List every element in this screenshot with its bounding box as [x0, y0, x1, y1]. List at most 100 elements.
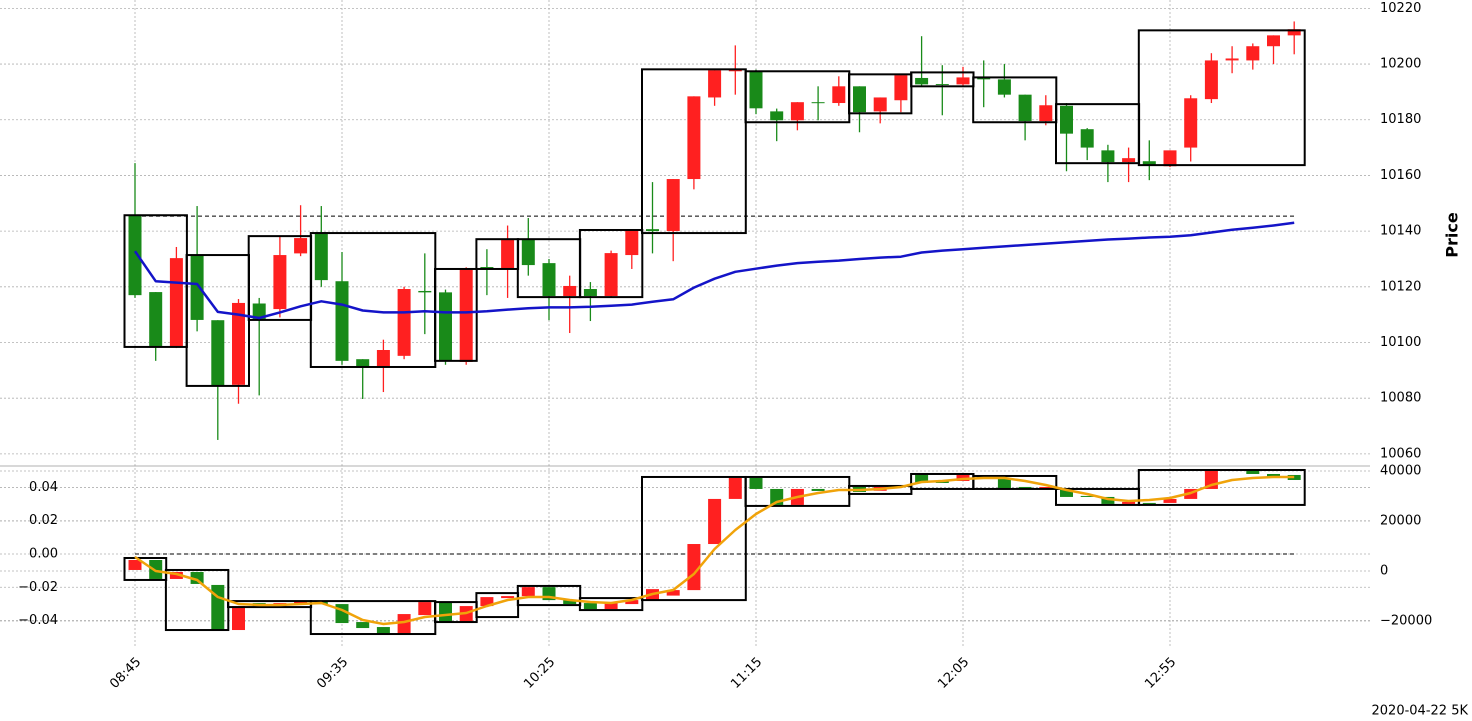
- candle-body: [1101, 496, 1115, 504]
- candle-body: [232, 606, 245, 631]
- candle-body: [1246, 46, 1260, 61]
- y-tick-label: 10180: [1380, 112, 1421, 127]
- x-tick-label: 10:25: [521, 655, 558, 692]
- candle-body: [459, 268, 473, 362]
- candle-body: [666, 590, 680, 596]
- candle-body: [853, 86, 866, 113]
- candle-body: [314, 232, 328, 281]
- candle-body: [211, 584, 225, 631]
- candle-body: [1184, 98, 1198, 148]
- candle-body: [646, 229, 659, 232]
- grid: [0, 0, 1370, 648]
- candle-body: [563, 600, 577, 605]
- range-box: [309, 232, 437, 368]
- range-box: [972, 76, 1058, 124]
- candle-body: [128, 215, 142, 296]
- x-tick-label: 08:45: [107, 655, 144, 692]
- range-box: [641, 68, 747, 235]
- candle-body: [604, 603, 618, 610]
- candle-body: [1039, 105, 1053, 122]
- candle-body: [1142, 161, 1156, 166]
- candle-body: [915, 473, 929, 483]
- y-tick-label: 10160: [1380, 168, 1421, 183]
- candle-body: [1122, 158, 1136, 163]
- candle-body: [1060, 105, 1073, 134]
- range-box: [1137, 468, 1306, 506]
- candle-body: [1060, 488, 1073, 497]
- candle-body: [811, 102, 825, 104]
- candle-body: [625, 600, 639, 605]
- candle-body: [997, 478, 1011, 489]
- candle-body: [439, 602, 452, 623]
- candle-body: [169, 571, 183, 579]
- indicator-line: [134, 475, 1295, 626]
- candle-body: [356, 359, 370, 367]
- y2-tick-label: 40000: [1380, 464, 1421, 479]
- range-box: [972, 474, 1058, 490]
- candle-body: [873, 97, 887, 112]
- candle-body: [1246, 469, 1260, 474]
- y-tick-label: 10140: [1380, 224, 1421, 239]
- plot-area: [123, 21, 1306, 636]
- candle-body: [1101, 150, 1115, 163]
- candle-body: [273, 255, 287, 310]
- candle-body: [1080, 495, 1094, 497]
- candle-body: [501, 239, 515, 269]
- range-box: [578, 228, 644, 299]
- candle-body: [397, 614, 411, 635]
- y-tick-label: 10220: [1380, 1, 1421, 16]
- candle-body: [666, 179, 680, 232]
- candle-body: [542, 263, 556, 296]
- candle-body: [356, 622, 370, 629]
- y-tick-label: 10200: [1380, 57, 1421, 72]
- candle-body: [1267, 35, 1280, 47]
- candle-body: [190, 255, 204, 320]
- candle-body: [397, 289, 411, 356]
- candle-body: [335, 281, 349, 361]
- range-box: [1137, 29, 1306, 167]
- candle-body: [190, 571, 204, 584]
- candle-body: [149, 292, 163, 347]
- candle-body: [749, 71, 763, 109]
- y-tick-label: 10120: [1380, 279, 1421, 294]
- x-tick-label: 11:15: [728, 655, 765, 692]
- candle-body: [211, 320, 225, 386]
- candle-body: [915, 77, 929, 85]
- candle-body: [376, 627, 390, 635]
- candle-body: [997, 79, 1011, 95]
- y2-tick-label: 20000: [1380, 514, 1421, 529]
- candle-body: [149, 559, 163, 579]
- caption: 2020-04-22 5K: [1372, 704, 1469, 719]
- candle-body: [894, 75, 908, 101]
- candle-body: [1204, 60, 1218, 100]
- candle-body: [625, 229, 639, 256]
- x-tick-label: 12:55: [1142, 655, 1179, 692]
- candle-body: [790, 102, 804, 121]
- candle-body: [770, 111, 784, 121]
- candle-body: [480, 597, 494, 607]
- candle-body: [708, 498, 722, 545]
- range-box: [434, 267, 478, 362]
- candle-body: [1142, 502, 1156, 504]
- x-tick-label: 09:35: [314, 655, 351, 692]
- range-box: [641, 475, 747, 602]
- candle-body: [418, 290, 432, 293]
- candle-body: [832, 86, 846, 104]
- candle-body: [687, 544, 701, 591]
- y-tick-label: 0.02: [29, 513, 58, 528]
- candle-body: [1163, 498, 1177, 503]
- candle-body: [604, 253, 618, 296]
- y-axis-label: Price: [1443, 212, 1462, 258]
- candle-body: [1080, 129, 1094, 148]
- candle-body: [294, 238, 308, 254]
- y-tick-label: 10060: [1380, 446, 1421, 461]
- candle-body: [128, 559, 142, 570]
- candle-body: [583, 289, 597, 296]
- candle-body: [1122, 501, 1136, 504]
- moving-average-line: [133, 221, 1295, 320]
- axes: 08:45 09:35 10:25 11:15 12:05 12:55 10060 10080…: [18, 1, 1432, 692]
- y-tick-label: 10080: [1380, 391, 1421, 406]
- candle-body: [501, 596, 515, 599]
